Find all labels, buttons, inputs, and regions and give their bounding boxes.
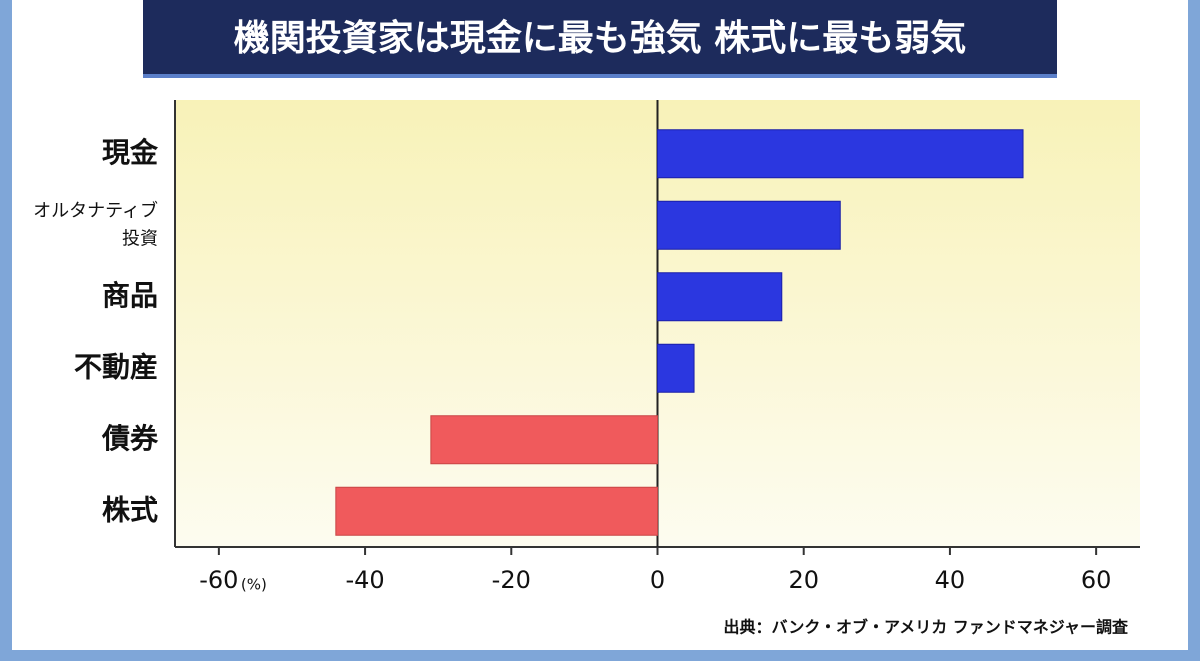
y-tick-label: 商品 — [102, 279, 158, 312]
source-note: 出典：バンク・オブ・アメリカ ファンドマネジャー調査 — [724, 618, 1128, 637]
x-unit: (%) — [241, 576, 267, 594]
y-tick-label: 株式 — [102, 493, 158, 526]
y-tick-label: オルタナティブ — [33, 199, 158, 221]
bar — [430, 415, 658, 465]
bar — [657, 129, 1024, 179]
x-tick-label: -20 — [492, 566, 531, 594]
bar — [657, 272, 783, 322]
y-tick-label: 不動産 — [74, 350, 158, 383]
title-banner — [143, 0, 1057, 78]
x-tick-label: 60 — [1081, 566, 1112, 594]
bar — [657, 343, 695, 393]
bar — [657, 200, 841, 250]
x-tick-label: 20 — [788, 566, 819, 594]
x-tick-label: 40 — [935, 566, 966, 594]
chart-title: 機関投資家は現金に最も強気 株式に最も弱気 — [234, 17, 967, 59]
y-tick-label: 投資 — [122, 228, 158, 249]
title-underline — [143, 74, 1057, 78]
x-tick-label: 0 — [650, 566, 665, 594]
x-tick-label: -40 — [345, 566, 384, 594]
x-tick-label: -60 — [199, 566, 238, 594]
bar — [335, 486, 658, 536]
y-tick-label: 現金 — [102, 136, 159, 169]
y-tick-label: 債券 — [101, 422, 159, 455]
